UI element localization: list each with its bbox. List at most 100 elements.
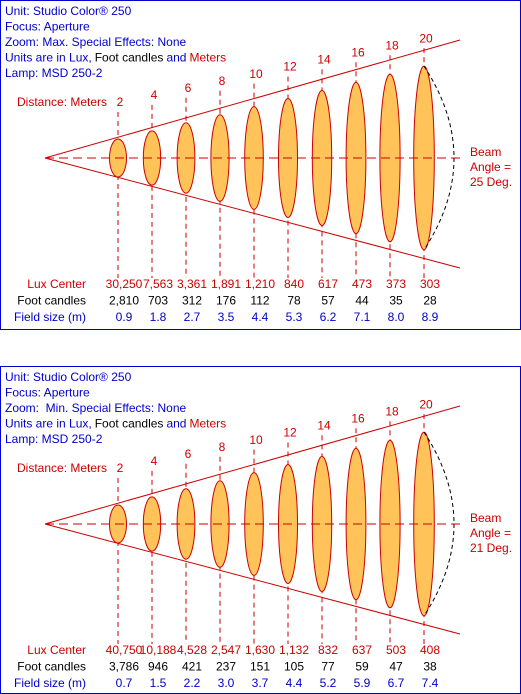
row-value: 5.2 bbox=[320, 676, 337, 690]
row-value: 57 bbox=[321, 294, 335, 308]
units-part: and bbox=[166, 417, 186, 431]
row-value: 703 bbox=[148, 294, 168, 308]
distance-value: 20 bbox=[419, 31, 433, 45]
row-value: 840 bbox=[284, 277, 304, 291]
row-value: 44 bbox=[355, 294, 369, 308]
row-value: 4.4 bbox=[286, 676, 303, 690]
row-value: 373 bbox=[386, 277, 406, 291]
distance-value: 8 bbox=[219, 74, 226, 88]
row-value: 832 bbox=[318, 643, 338, 657]
distance-value: 18 bbox=[385, 38, 399, 52]
units-part: Units are in Lux, bbox=[5, 51, 92, 65]
row-value: 1,132 bbox=[279, 643, 309, 657]
row-value: 3,361 bbox=[177, 277, 207, 291]
row-value: 8.0 bbox=[388, 310, 405, 324]
row-value: 28 bbox=[423, 294, 437, 308]
row-value: 946 bbox=[148, 660, 168, 674]
row-value: 30,250 bbox=[106, 277, 143, 291]
units-part: Meters bbox=[189, 417, 226, 431]
row-value: 1.5 bbox=[150, 676, 167, 690]
row-value: 5.3 bbox=[286, 310, 303, 324]
row-value: 3,786 bbox=[109, 660, 139, 674]
row-value: 2,547 bbox=[211, 643, 241, 657]
lamp-line: Lamp: MSD 250-2 bbox=[5, 66, 103, 80]
row-value: 176 bbox=[216, 294, 236, 308]
row-value: 503 bbox=[386, 643, 406, 657]
distance-value: 6 bbox=[185, 447, 192, 461]
row-value: 303 bbox=[420, 277, 440, 291]
row-value: 2.2 bbox=[184, 676, 201, 690]
header-line: Unit: Studio Color® 250 bbox=[5, 4, 132, 18]
row-value: 10,188 bbox=[140, 643, 177, 657]
beam-angle: Beam bbox=[470, 145, 501, 159]
distance-value: 10 bbox=[249, 433, 263, 447]
beam-angle-arc bbox=[423, 431, 455, 617]
row-value: 473 bbox=[352, 277, 372, 291]
units-part: Foot candles bbox=[95, 51, 164, 65]
distance-value: 12 bbox=[283, 60, 297, 74]
beam-edge bbox=[44, 523, 461, 635]
distance-value: 14 bbox=[317, 419, 331, 433]
row-value: 4,528 bbox=[177, 643, 207, 657]
row-value: 3.7 bbox=[252, 676, 269, 690]
beam-edge bbox=[44, 39, 461, 159]
row-value: 2.7 bbox=[184, 310, 201, 324]
row-value: 1.8 bbox=[150, 310, 167, 324]
units-part: Foot candles bbox=[95, 417, 164, 431]
distance-label: Distance: Meters bbox=[17, 461, 107, 475]
beam-angle: Angle = bbox=[470, 160, 511, 174]
distance-value: 4 bbox=[151, 88, 158, 102]
units-line: Units are in Lux, Foot candles and Meters bbox=[5, 51, 226, 65]
distance-value: 6 bbox=[185, 81, 192, 95]
row-value: 312 bbox=[182, 294, 202, 308]
units-part: and bbox=[166, 51, 186, 65]
row-value: 408 bbox=[420, 643, 440, 657]
row-value: 38 bbox=[423, 660, 437, 674]
distance-value: 12 bbox=[283, 426, 297, 440]
beam-angle: 21 Deg. bbox=[470, 541, 512, 555]
row-value: 59 bbox=[355, 660, 369, 674]
row-value: 0.9 bbox=[116, 310, 133, 324]
row-label: Field size (m) bbox=[14, 310, 86, 324]
beam-angle-arc bbox=[423, 65, 455, 251]
row-value: 0.7 bbox=[116, 676, 133, 690]
header-line: Zoom: Max. Special Effects: None bbox=[5, 35, 187, 49]
row-value: 1,210 bbox=[245, 277, 275, 291]
units-part: Meters bbox=[189, 51, 226, 65]
beam-edge bbox=[44, 405, 461, 525]
row-label: Foot candles bbox=[17, 294, 86, 308]
distance-value: 2 bbox=[117, 461, 124, 475]
row-label: Lux Center bbox=[27, 643, 86, 657]
units-part: Units are in Lux, bbox=[5, 417, 92, 431]
panel: Unit: Studio Color® 250 Focus: ApertureZo… bbox=[0, 0, 521, 330]
row-label: Lux Center bbox=[27, 277, 86, 291]
panel: Unit: Studio Color® 250 Focus: ApertureZo… bbox=[0, 366, 521, 694]
row-value: 77 bbox=[321, 660, 335, 674]
row-value: 35 bbox=[389, 294, 403, 308]
distance-value: 10 bbox=[249, 67, 263, 81]
row-value: 8.9 bbox=[422, 310, 439, 324]
row-value: 7,563 bbox=[143, 277, 173, 291]
row-value: 4.4 bbox=[252, 310, 269, 324]
row-value: 3.5 bbox=[218, 310, 235, 324]
distance-value: 18 bbox=[385, 404, 399, 418]
row-value: 637 bbox=[352, 643, 372, 657]
header-line: Zoom: Min. Special Effects: None bbox=[5, 401, 187, 415]
distance-value: 16 bbox=[351, 411, 365, 425]
beam-angle: Beam bbox=[470, 511, 501, 525]
header-line: Focus: Aperture bbox=[5, 386, 90, 400]
row-value: 7.4 bbox=[422, 676, 439, 690]
row-value: 1,891 bbox=[211, 277, 241, 291]
row-value: 151 bbox=[250, 660, 270, 674]
beam-edge bbox=[44, 157, 461, 269]
row-value: 617 bbox=[318, 277, 338, 291]
row-value: 6.2 bbox=[320, 310, 337, 324]
header-line: Unit: Studio Color® 250 bbox=[5, 370, 132, 384]
distance-value: 4 bbox=[151, 454, 158, 468]
row-label: Field size (m) bbox=[14, 676, 86, 690]
row-value: 105 bbox=[284, 660, 304, 674]
row-value: 3.0 bbox=[218, 676, 235, 690]
distance-value: 8 bbox=[219, 440, 226, 454]
row-label: Foot candles bbox=[17, 660, 86, 674]
